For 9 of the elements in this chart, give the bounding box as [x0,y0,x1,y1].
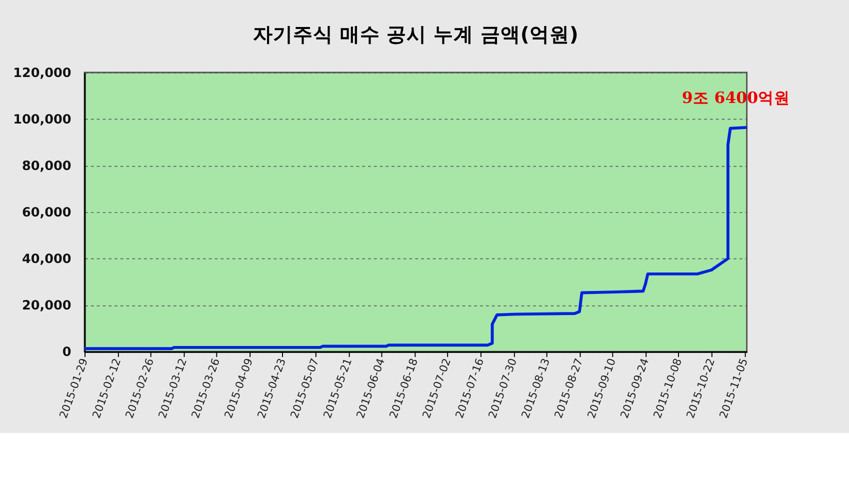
y-tick-label: 120,000 [13,66,72,81]
y-tick-label: 0 [62,345,72,360]
y-tick-label: 40,000 [22,252,72,268]
y-tick-label: 20,000 [22,298,72,314]
y-tick-label: 80,000 [22,158,72,174]
y-tick-label: 60,000 [22,206,72,220]
y-tick-label: 100,000 [13,112,72,128]
chart-title: 자기주식 매수 공시 누계 금액(억원) [253,23,578,46]
line-series [83,126,748,350]
